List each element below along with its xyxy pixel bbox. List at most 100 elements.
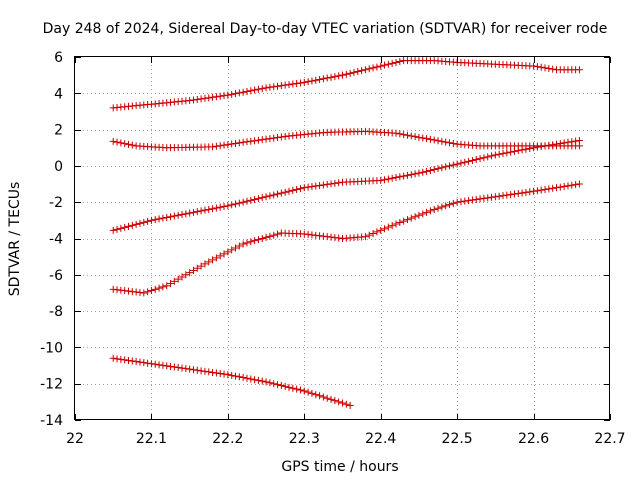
- data-point: [514, 189, 522, 197]
- data-point: [220, 141, 228, 149]
- series-satellite-5: [109, 354, 354, 409]
- x-tick-label: 22.3: [289, 431, 320, 447]
- data-point: [403, 216, 411, 224]
- data-point: [113, 138, 121, 146]
- data-point: [212, 142, 220, 150]
- data-point: [564, 138, 572, 146]
- data-point: [331, 397, 339, 405]
- data-point: [549, 184, 557, 192]
- data-point: [449, 139, 457, 147]
- data-point: [442, 163, 450, 171]
- data-point: [128, 357, 136, 365]
- data-point: [575, 66, 583, 74]
- data-point: [415, 169, 423, 177]
- data-point: [235, 199, 243, 207]
- data-point: [411, 213, 419, 221]
- data-point: [369, 230, 377, 238]
- data-point: [446, 201, 453, 209]
- data-point: [209, 93, 217, 101]
- y-tick-label: -4: [49, 232, 63, 248]
- data-point: [285, 81, 293, 89]
- data-point: [537, 186, 545, 194]
- data-point: [193, 95, 201, 103]
- data-point: [499, 192, 507, 200]
- data-point: [396, 130, 404, 138]
- data-point: [560, 139, 568, 147]
- y-tick-label: -14: [40, 413, 63, 429]
- data-point: [327, 395, 335, 403]
- data-point: [247, 87, 255, 95]
- data-point: [476, 195, 484, 203]
- data-point: [247, 196, 255, 204]
- data-point: [144, 359, 152, 367]
- data-point: [300, 387, 308, 395]
- data-point: [109, 137, 117, 145]
- data-point: [514, 147, 522, 155]
- data-point: [411, 133, 419, 141]
- data-point: [507, 191, 515, 199]
- data-point: [125, 140, 132, 148]
- data-point: [361, 66, 369, 74]
- data-point: [461, 158, 469, 166]
- data-point: [304, 388, 312, 396]
- data-point: [277, 382, 285, 390]
- data-point: [323, 394, 331, 402]
- data-point: [411, 170, 419, 178]
- data-point: [491, 193, 499, 201]
- data-point: [296, 79, 304, 87]
- data-point: [147, 287, 155, 295]
- data-point: [472, 195, 480, 203]
- data-point: [300, 184, 308, 192]
- y-tick-label: -10: [40, 340, 63, 356]
- data-point: [553, 184, 560, 192]
- data-point: [472, 156, 480, 164]
- data-point: [262, 378, 270, 386]
- data-point: [545, 64, 553, 72]
- data-point: [132, 358, 140, 366]
- data-point: [224, 141, 232, 149]
- data-point: [518, 189, 526, 197]
- data-point: [201, 367, 209, 375]
- data-point: [449, 161, 457, 169]
- data-point: [560, 182, 568, 190]
- data-point: [545, 185, 553, 193]
- data-point: [277, 82, 285, 90]
- data-point: [270, 83, 278, 91]
- data-point: [285, 383, 293, 391]
- data-point: [503, 191, 511, 199]
- data-point: [212, 254, 220, 262]
- data-point: [503, 149, 511, 157]
- data-point: [258, 194, 266, 202]
- data-point: [209, 205, 217, 213]
- data-point: [423, 208, 431, 216]
- data-point: [121, 356, 129, 364]
- data-point: [205, 205, 213, 213]
- y-tick-label: -8: [49, 304, 63, 320]
- data-point: [193, 366, 201, 374]
- data-point: [228, 140, 236, 148]
- data-point: [205, 258, 213, 266]
- data-point: [392, 220, 400, 228]
- data-point: [381, 176, 389, 184]
- data-point: [163, 213, 171, 221]
- data-point: [128, 221, 136, 229]
- data-point: [224, 371, 232, 379]
- data-point: [335, 72, 343, 80]
- data-point: [289, 384, 297, 392]
- data-point: [193, 208, 201, 216]
- data-point: [488, 152, 496, 160]
- data-point: [316, 76, 324, 84]
- data-point: [159, 214, 167, 222]
- data-point: [381, 61, 389, 69]
- data-point: [243, 239, 251, 247]
- chart-title: Day 248 of 2024, Sidereal Day-to-day VTE…: [43, 21, 608, 37]
- data-point: [518, 146, 526, 154]
- data-point: [388, 174, 396, 182]
- data-point: [342, 70, 350, 78]
- data-point: [507, 148, 515, 156]
- data-point: [499, 150, 507, 158]
- x-tick-label: 22: [66, 431, 84, 447]
- data-point: [258, 235, 266, 242]
- data-point: [266, 232, 274, 240]
- data-point: [403, 171, 411, 179]
